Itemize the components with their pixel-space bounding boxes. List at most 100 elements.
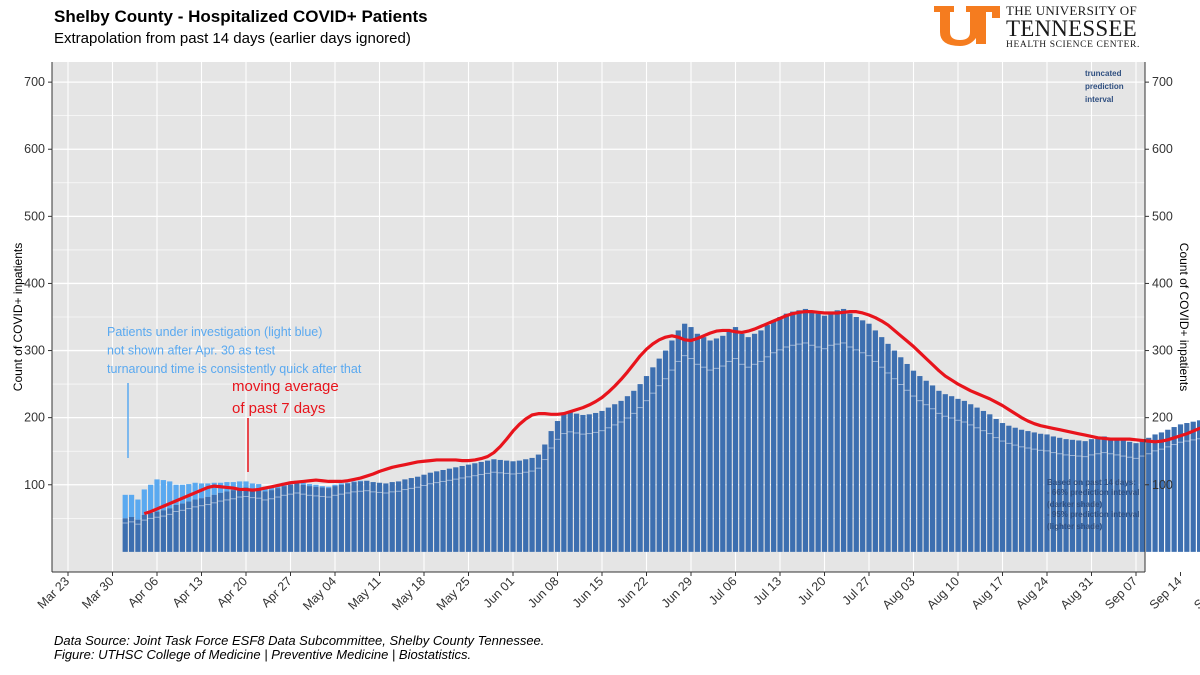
pui-bar xyxy=(230,482,236,491)
hospitalized-bar xyxy=(351,482,357,552)
hospitalized-bar xyxy=(1114,439,1120,552)
hospitalized-bar xyxy=(567,412,573,552)
pui-bar xyxy=(186,484,192,502)
hospitalized-bar xyxy=(612,404,618,552)
hospitalized-bar xyxy=(980,410,987,552)
hospitalized-bar xyxy=(154,511,160,552)
hospitalized-bar xyxy=(306,486,313,552)
hospitalized-bar xyxy=(243,487,249,552)
pui-bar xyxy=(319,486,325,488)
x-tick-label: Jul 20 xyxy=(795,574,829,608)
hospitalized-bar xyxy=(345,483,351,552)
hospitalized-bar xyxy=(211,494,217,552)
hospitalized-bar xyxy=(205,496,211,552)
hospitalized-bar xyxy=(840,308,847,552)
x-tick-label: Apr 13 xyxy=(170,574,206,610)
hospitalized-bar xyxy=(1076,440,1082,552)
hospitalized-bar xyxy=(332,486,338,552)
interval-note-line: - 95% prediction interval xyxy=(1047,510,1139,519)
x-tick-label: May 11 xyxy=(345,574,383,612)
hospitalized-bar xyxy=(1107,437,1114,552)
hospitalized-bar xyxy=(1063,439,1069,552)
truncated-note-line: prediction xyxy=(1085,82,1124,91)
hospitalized-bar xyxy=(993,419,999,552)
hospitalized-bar xyxy=(999,423,1006,552)
moving-average-line xyxy=(143,310,1200,516)
hospitalized-bar xyxy=(1031,432,1037,552)
x-tick-label: Jun 15 xyxy=(570,574,606,610)
hospitalized-bar xyxy=(561,414,567,552)
hospitalized-bar xyxy=(987,414,993,552)
pui-bar xyxy=(237,481,243,489)
hospitalized-bar xyxy=(535,454,542,552)
hospitalized-bar xyxy=(1012,427,1018,552)
pui-bar xyxy=(351,481,357,483)
hospitalized-bar xyxy=(1082,441,1088,552)
hospitalized-bar xyxy=(904,363,910,552)
hospitalized-bar xyxy=(516,460,522,552)
pui-bar xyxy=(205,483,211,497)
hospitalized-bar xyxy=(910,370,917,552)
interval-note-line: - 66% prediction interval xyxy=(1047,488,1139,497)
hospitalized-bar xyxy=(160,510,166,552)
hospitalized-bar xyxy=(790,311,796,552)
hospitalized-bar xyxy=(936,390,942,552)
y-tick-label-left: 100 xyxy=(24,478,45,492)
hospitalized-bar xyxy=(1152,434,1158,552)
hospitalized-bar xyxy=(173,504,179,552)
pui-bar xyxy=(167,481,173,509)
y-tick-label-right: 500 xyxy=(1152,209,1173,223)
hospitalized-bar xyxy=(599,410,605,552)
hospitalized-bar xyxy=(675,330,681,552)
pui-bar xyxy=(345,482,351,484)
hospitalized-bar xyxy=(694,333,700,552)
hospitalized-bar xyxy=(497,459,503,552)
hospitalized-bar xyxy=(605,407,611,552)
chart-subtitle: Extrapolation from past 14 days (earlier… xyxy=(54,30,411,47)
pui-bar xyxy=(249,483,255,489)
x-tick-label: Jun 29 xyxy=(659,574,695,610)
hospitalized-bar xyxy=(758,330,764,552)
hospitalized-bar xyxy=(618,400,624,552)
pui-bar xyxy=(256,484,262,490)
hospitalized-bar xyxy=(427,472,433,552)
hospitalized-bar xyxy=(357,481,364,552)
hospitalized-bar xyxy=(1006,425,1012,552)
hospitalized-bar xyxy=(1038,433,1044,552)
hospitalized-bar xyxy=(230,490,236,552)
pui-bar xyxy=(306,484,313,487)
hospitalized-bar xyxy=(739,333,745,552)
hospitalized-bar xyxy=(402,479,408,552)
x-tick-label: May 18 xyxy=(389,574,428,613)
hospitalized-bar xyxy=(548,431,554,552)
x-tick-label: Jul 13 xyxy=(751,574,785,608)
x-tick-label: Mar 30 xyxy=(79,574,116,611)
hospitalized-bar xyxy=(491,459,497,552)
hospitalized-bar xyxy=(554,421,561,552)
hospitalized-bar xyxy=(1184,423,1190,552)
x-tick-label: Jun 22 xyxy=(614,574,650,610)
y-tick-label-right: 600 xyxy=(1152,142,1173,156)
moving-average-annotation: moving average of past 7 days xyxy=(232,378,339,472)
pui-bar xyxy=(326,486,332,489)
hospitalized-bar xyxy=(408,478,414,552)
hospitalized-bar xyxy=(656,358,662,552)
university-logo: THE UNIVERSITY OF TENNESSEE HEALTH SCIEN… xyxy=(932,4,1152,50)
hospitalized-bar xyxy=(974,407,980,552)
hospitalized-bar xyxy=(415,476,421,552)
hospitalized-bar xyxy=(281,486,287,552)
hospitalized-bar xyxy=(1190,421,1196,552)
hospitalized-bar xyxy=(771,320,777,552)
hospitalized-bar xyxy=(624,396,631,552)
hospitalized-bar xyxy=(167,508,173,552)
hospitalized-bar xyxy=(484,460,491,552)
hospitalized-bar xyxy=(796,310,802,552)
hospitalized-bar xyxy=(688,327,694,552)
hospitalized-bar xyxy=(224,491,230,552)
x-tick-label: May 25 xyxy=(434,574,473,613)
hospitalized-bar xyxy=(783,313,789,552)
hospitalized-bar xyxy=(262,491,268,552)
x-tick-label: Aug 24 xyxy=(1013,574,1051,612)
hospitalized-bar xyxy=(872,330,878,552)
pui-annotation: Patients under investigation (light blue… xyxy=(107,325,362,458)
